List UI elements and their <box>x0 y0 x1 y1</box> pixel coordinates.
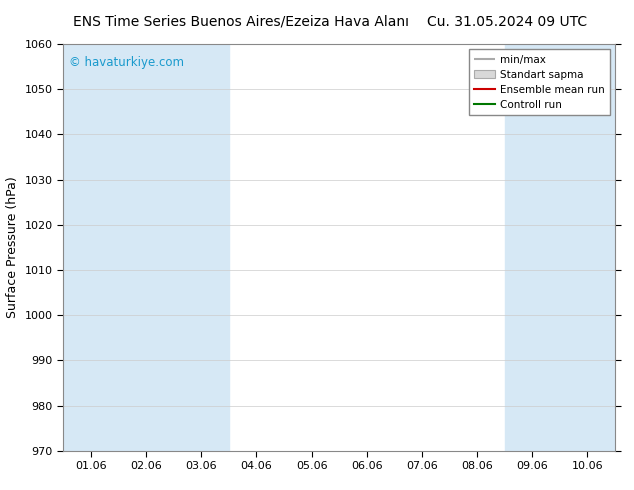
Bar <box>615 44 634 451</box>
Text: Cu. 31.05.2024 09 UTC: Cu. 31.05.2024 09 UTC <box>427 15 587 29</box>
Text: © havaturkiye.com: © havaturkiye.com <box>69 56 184 69</box>
Bar <box>119 44 174 451</box>
Legend: min/max, Standart sapma, Ensemble mean run, Controll run: min/max, Standart sapma, Ensemble mean r… <box>469 49 610 115</box>
Bar <box>505 44 560 451</box>
Y-axis label: Surface Pressure (hPa): Surface Pressure (hPa) <box>6 176 19 318</box>
Text: ENS Time Series Buenos Aires/Ezeiza Hava Alanı: ENS Time Series Buenos Aires/Ezeiza Hava… <box>73 15 409 29</box>
Bar <box>174 44 229 451</box>
Bar <box>63 44 119 451</box>
Bar <box>560 44 615 451</box>
